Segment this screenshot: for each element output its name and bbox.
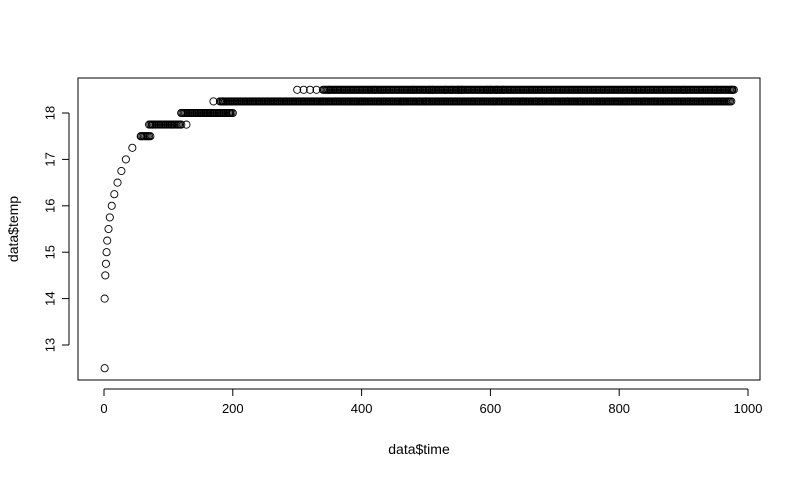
data-point <box>621 97 630 106</box>
data-point <box>640 97 650 106</box>
x-tick-label: 1000 <box>734 401 763 416</box>
data-point <box>299 85 308 94</box>
data-point <box>727 97 736 106</box>
data-point <box>421 97 431 106</box>
data-point <box>396 97 405 106</box>
plot-frame <box>77 77 761 381</box>
data-point <box>104 224 113 234</box>
data-point <box>615 97 624 106</box>
y-tick-label: 13 <box>42 338 57 352</box>
data-point <box>110 190 119 199</box>
data-point <box>306 85 315 94</box>
data-point <box>650 97 659 106</box>
data-point <box>595 97 604 106</box>
data-points <box>100 85 738 373</box>
data-point <box>537 97 546 106</box>
data-point <box>148 120 157 129</box>
data-point <box>331 97 340 106</box>
x-axis: 0 200 400 600 800 1000 <box>100 388 763 416</box>
data-point <box>679 85 688 94</box>
data-point <box>711 85 720 94</box>
data-point <box>117 166 126 176</box>
data-point <box>182 120 191 129</box>
data-point <box>563 97 572 106</box>
data-point <box>483 85 492 94</box>
y-tick-label: 17 <box>42 152 57 166</box>
data-point <box>136 132 145 141</box>
data-point <box>225 108 234 118</box>
data-point <box>121 155 130 164</box>
data-point <box>486 85 495 94</box>
data-point <box>101 271 110 280</box>
data-point <box>107 201 116 210</box>
data-point <box>550 97 559 106</box>
data-point <box>729 85 738 94</box>
data-point <box>105 213 114 222</box>
data-point <box>441 85 450 94</box>
y-tick-label: 15 <box>42 245 57 259</box>
data-point <box>489 97 498 106</box>
data-point <box>219 97 228 106</box>
x-tick-label: 400 <box>351 401 373 416</box>
x-tick-label: 600 <box>480 401 502 416</box>
data-point <box>128 143 137 152</box>
data-point <box>228 108 237 118</box>
data-point <box>447 85 456 94</box>
data-point <box>727 85 736 94</box>
x-tick-label: 0 <box>100 401 107 416</box>
data-point <box>425 85 434 94</box>
data-point <box>576 97 585 106</box>
data-point <box>100 294 109 303</box>
data-point <box>102 248 111 257</box>
data-point <box>531 97 540 106</box>
data-point <box>167 120 176 129</box>
data-point <box>589 97 598 106</box>
data-point <box>370 85 379 94</box>
data-point <box>409 85 418 94</box>
y-axis-title: data$temp <box>5 196 21 262</box>
y-axis: 13 14 15 16 17 18 <box>42 106 70 352</box>
data-point <box>146 132 155 141</box>
x-axis-title: data$time <box>388 441 450 457</box>
data-point <box>113 178 122 187</box>
data-point <box>457 85 466 94</box>
data-point <box>177 108 186 118</box>
data-point <box>518 97 527 106</box>
data-point <box>428 85 437 94</box>
data-point <box>415 97 424 106</box>
data-point <box>357 97 366 106</box>
data-point <box>103 236 112 245</box>
x-tick-label: 800 <box>608 401 630 416</box>
y-tick-label: 16 <box>42 199 57 213</box>
data-point <box>312 85 321 94</box>
data-point <box>100 364 109 373</box>
data-point <box>209 97 218 106</box>
data-point <box>399 97 408 106</box>
data-point <box>454 85 463 94</box>
data-point <box>492 85 501 94</box>
data-point <box>592 97 601 106</box>
data-point <box>325 85 334 94</box>
data-point <box>202 108 212 118</box>
data-point <box>512 97 521 106</box>
y-tick-label: 18 <box>42 106 57 120</box>
data-point <box>499 85 508 94</box>
data-point <box>351 97 360 106</box>
x-tick-label: 200 <box>222 401 244 416</box>
data-point <box>344 97 353 106</box>
y-tick-label: 14 <box>42 291 57 305</box>
data-point <box>293 85 302 94</box>
data-point <box>318 97 328 106</box>
data-point <box>653 97 662 106</box>
data-point <box>101 259 110 268</box>
data-point <box>177 120 186 129</box>
